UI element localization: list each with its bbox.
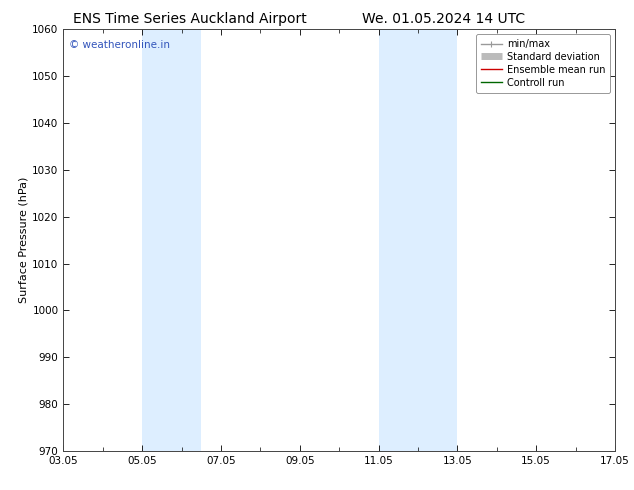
Legend: min/max, Standard deviation, Ensemble mean run, Controll run: min/max, Standard deviation, Ensemble me… — [476, 34, 610, 93]
Bar — [142, 29, 202, 451]
Text: We. 01.05.2024 14 UTC: We. 01.05.2024 14 UTC — [362, 12, 526, 26]
Y-axis label: Surface Pressure (hPa): Surface Pressure (hPa) — [18, 177, 28, 303]
Text: © weatheronline.in: © weatheronline.in — [69, 40, 170, 50]
Bar — [378, 29, 457, 451]
Text: ENS Time Series Auckland Airport: ENS Time Series Auckland Airport — [74, 12, 307, 26]
